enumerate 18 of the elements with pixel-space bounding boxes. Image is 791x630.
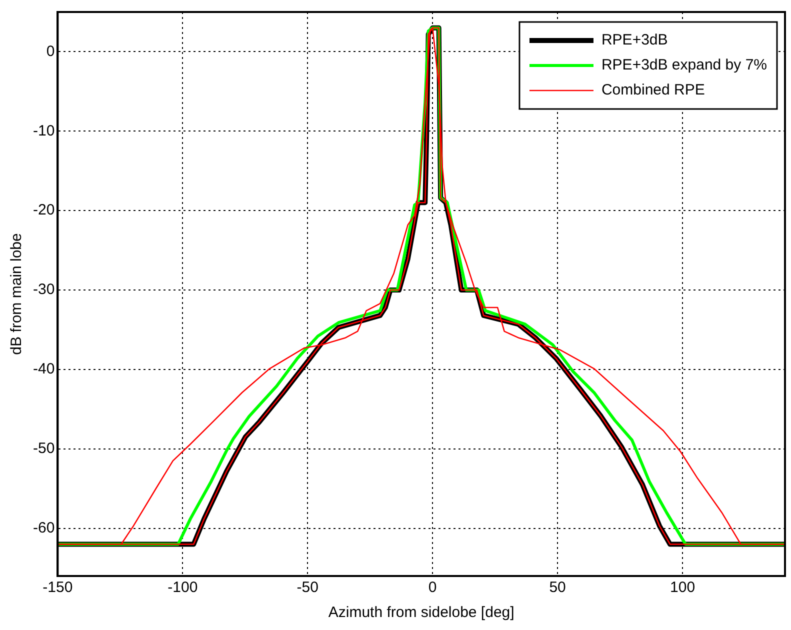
x-tick-label: -150 — [42, 579, 73, 596]
y-tick-label: -30 — [32, 281, 55, 298]
y-tick-label: 0 — [46, 42, 55, 60]
y-tick-label: -10 — [32, 122, 55, 140]
legend-label: Combined RPE — [601, 82, 705, 99]
x-tick-label: -100 — [168, 579, 198, 596]
y-tick-label: -20 — [32, 202, 55, 219]
legend-label: RPE+3dB — [601, 32, 668, 49]
x-tick-label: 0 — [428, 579, 437, 596]
x-axis-title: Azimuth from sidelobe [deg] — [328, 604, 514, 622]
x-tick-label: -50 — [296, 579, 318, 596]
y-axis-title: dB from main lobe — [8, 233, 26, 355]
y-tick-label: -40 — [32, 360, 55, 378]
x-tick-label: 50 — [549, 579, 566, 596]
y-tick-label: -50 — [32, 440, 55, 458]
legend-label: RPE+3dB expand by 7% — [601, 56, 768, 74]
x-tick-label: 100 — [670, 579, 696, 596]
y-tick-label: -60 — [32, 519, 55, 536]
